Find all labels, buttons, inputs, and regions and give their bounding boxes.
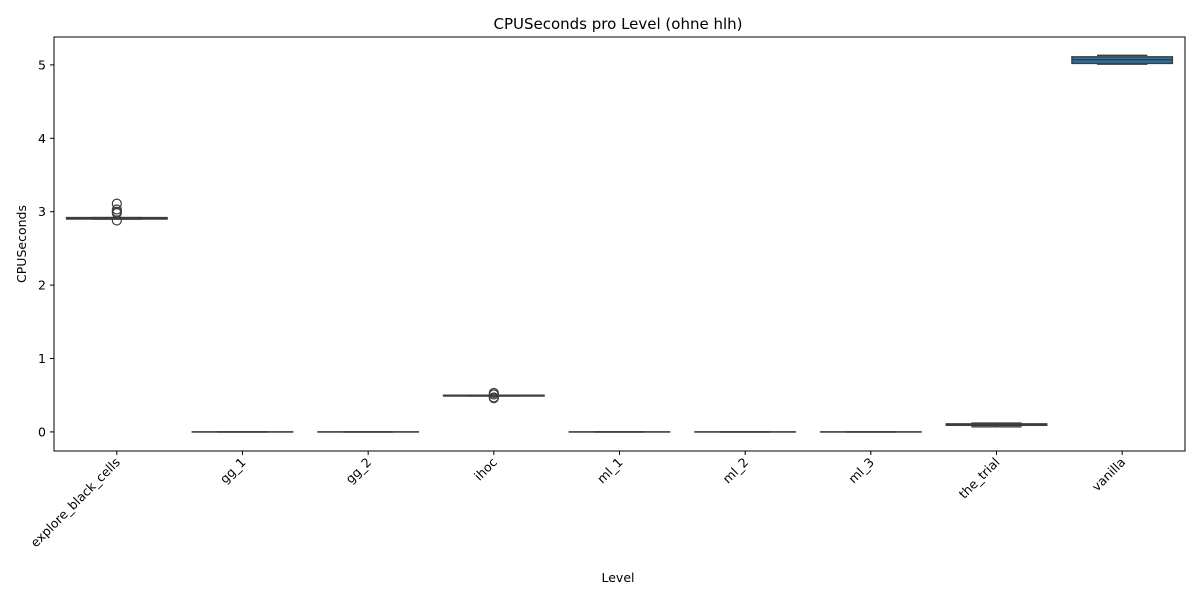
y-axis-title: CPUSeconds (14, 205, 29, 283)
box-the_trial (945, 422, 1048, 428)
x-axis-title: Level (602, 570, 635, 585)
y-axis: 0 1 2 3 4 5 (38, 57, 54, 439)
x-tick-label: the_trial (956, 455, 1003, 502)
y-tick-label: 5 (38, 57, 46, 72)
x-axis: explore_black_cells gg_1 gg_2 ihoc ml_1 ml_2 m… (27, 451, 1128, 550)
y-tick-label: 0 (38, 424, 46, 439)
plot-frame (53, 36, 1186, 452)
box-explore_black_cells (65, 198, 168, 226)
x-tick-label: ml_1 (594, 455, 626, 487)
outlier-point (488, 389, 499, 400)
y-tick-label: 4 (38, 131, 46, 146)
y-tick-label: 2 (38, 278, 46, 293)
x-tick-label: vanilla (1089, 455, 1129, 495)
y-tick-label: 1 (38, 351, 46, 366)
y-tick-label: 3 (38, 204, 46, 219)
chart-title: CPUSeconds pro Level (ohne hlh) (493, 15, 742, 33)
x-tick-label: gg_2 (342, 455, 374, 487)
outlier-point (111, 215, 122, 226)
box-vanilla (1071, 54, 1174, 65)
outlier-point (488, 393, 499, 404)
x-tick-label: ml_3 (845, 455, 877, 487)
box-ihoc (442, 387, 545, 404)
x-tick-label: gg_1 (217, 455, 249, 487)
x-tick-label: ihoc (471, 454, 500, 483)
x-tick-label: explore_black_cells (27, 455, 123, 551)
outlier-point (111, 208, 122, 219)
plot-area (65, 54, 1174, 433)
x-tick-label: ml_2 (720, 455, 752, 487)
